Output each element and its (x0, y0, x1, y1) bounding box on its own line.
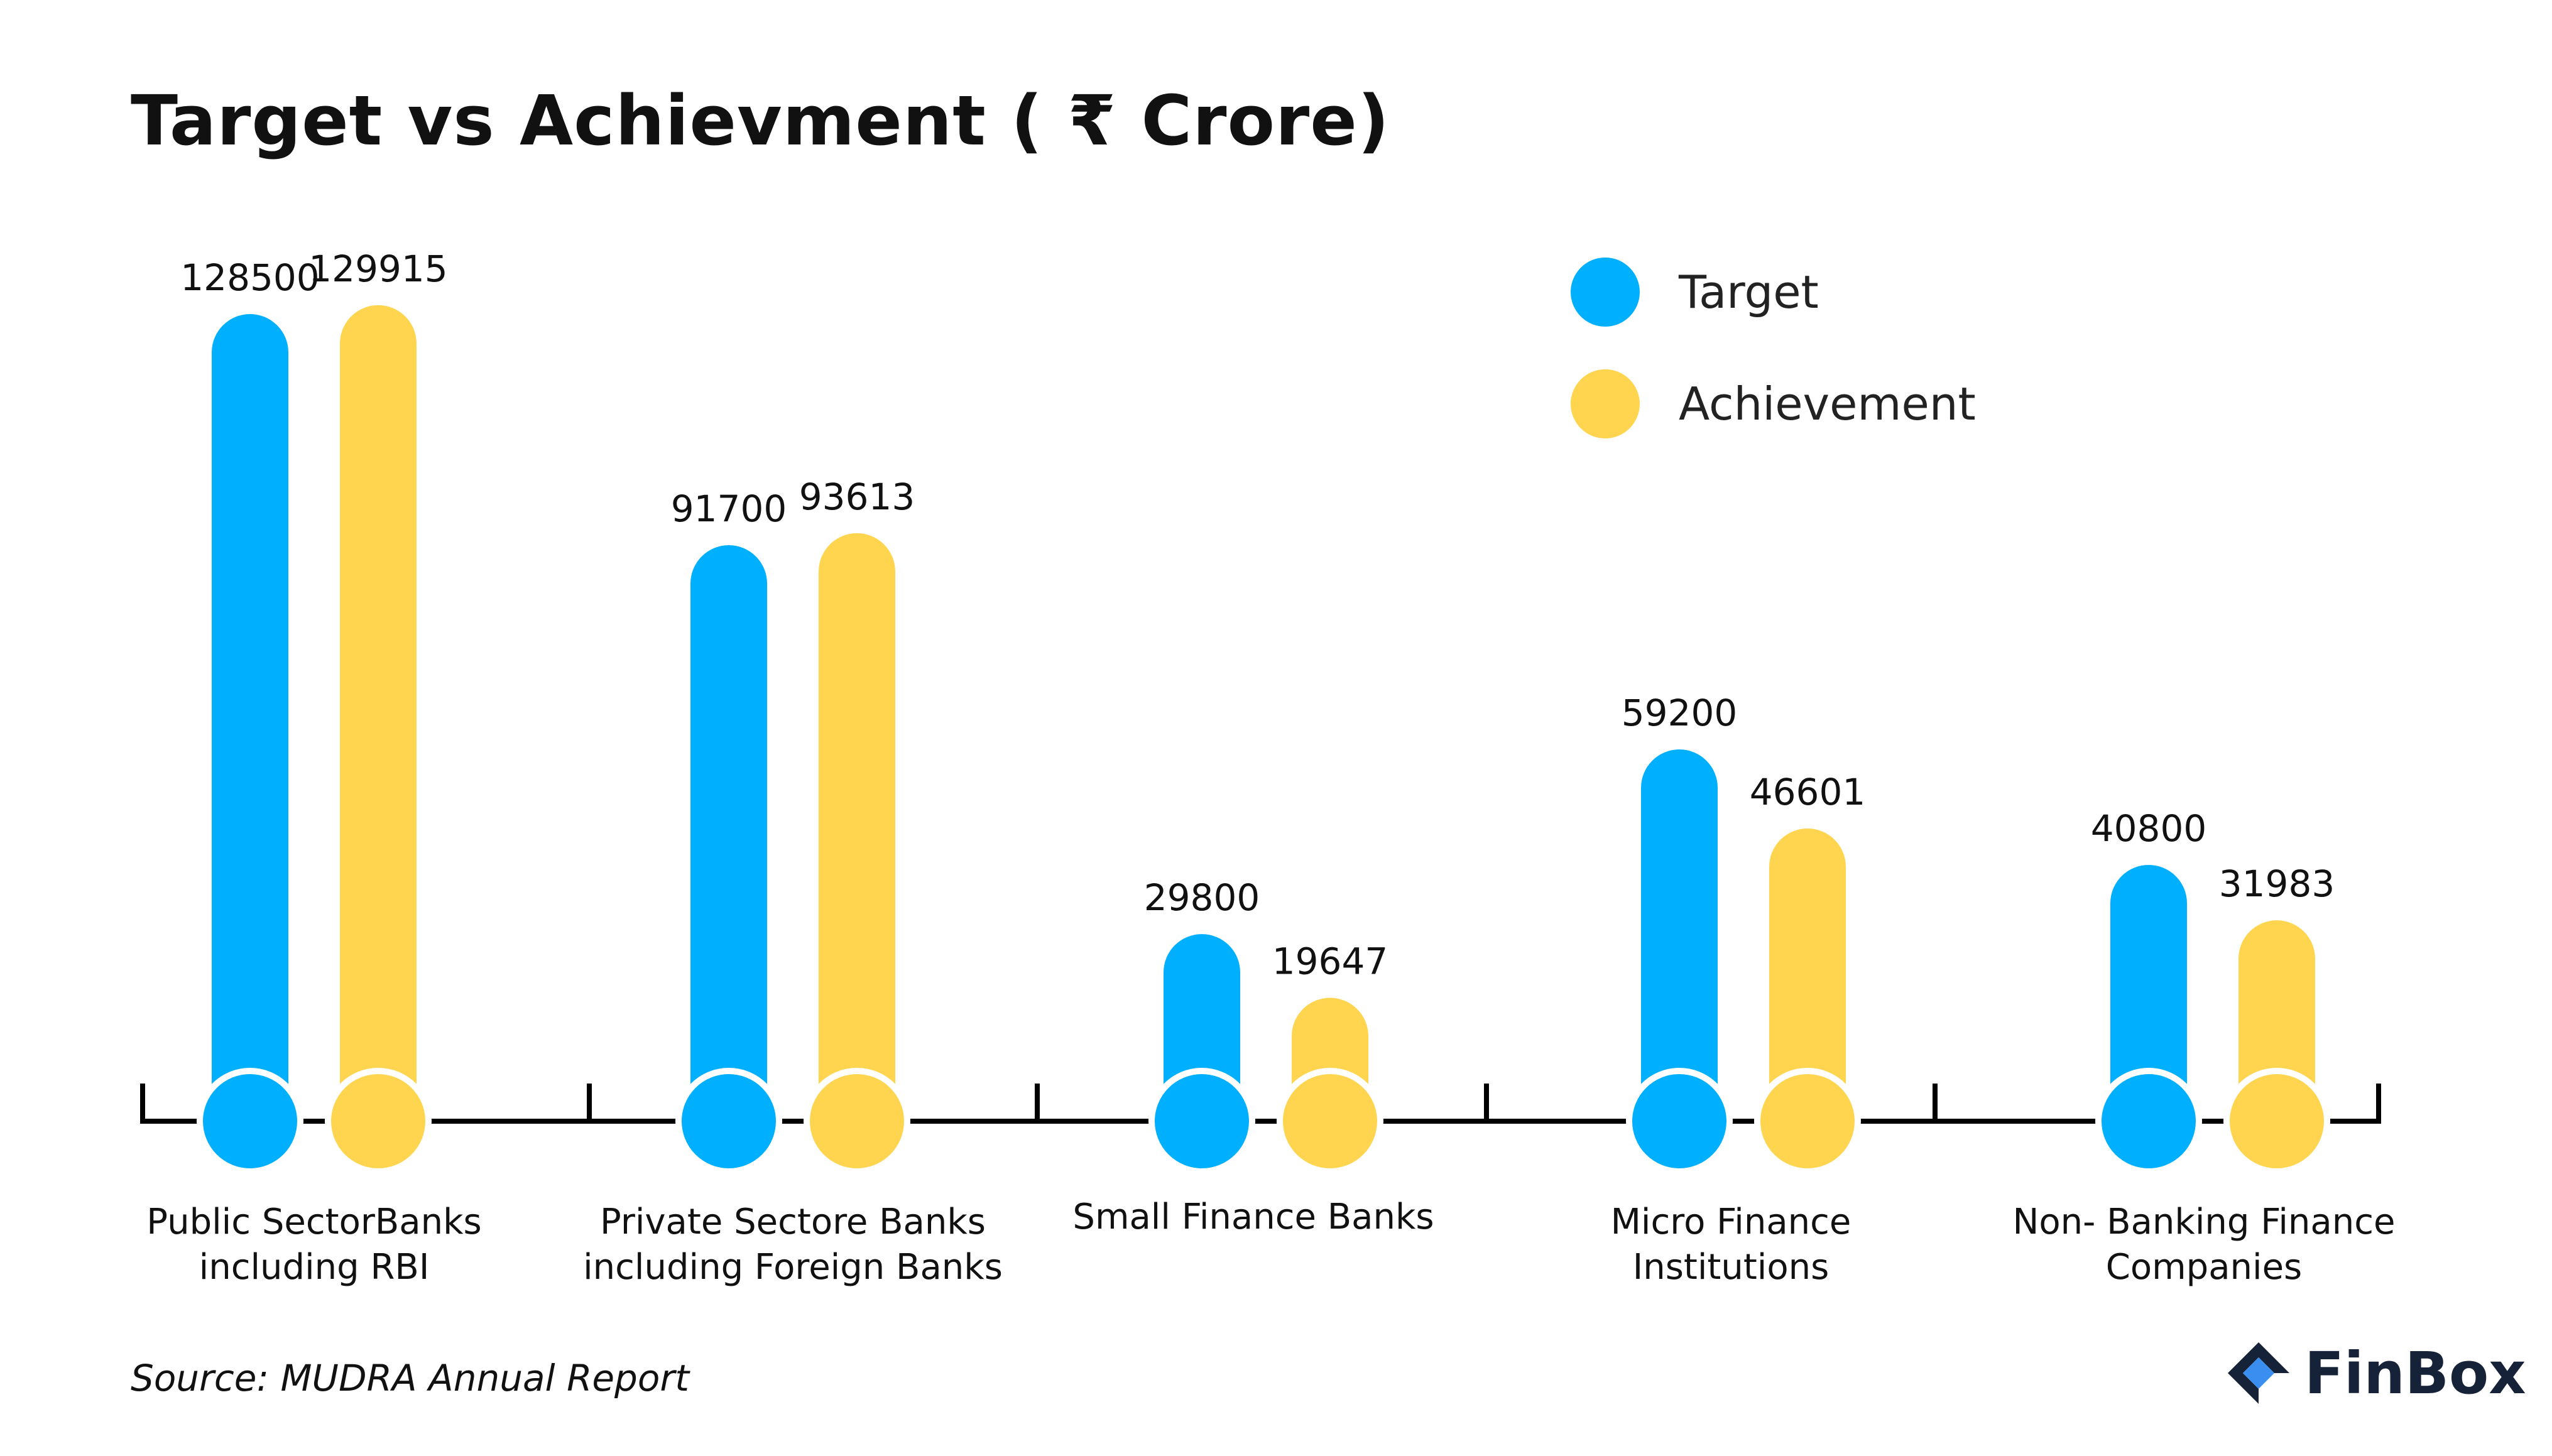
bar-achievement (340, 305, 417, 1121)
finbox-logo-icon (2228, 1342, 2289, 1404)
bar-base-achievement (804, 1068, 910, 1175)
bar-achievement (2238, 920, 2315, 1121)
legend-swatch-target (1571, 258, 1640, 327)
bar-achievement (1769, 828, 1846, 1121)
brand-name: FinBox (2304, 1339, 2526, 1407)
data-label-achievement: 46601 (1750, 771, 1866, 813)
category-label-line: including Foreign Banks (583, 1247, 1003, 1288)
data-label-target: 59200 (1622, 692, 1738, 734)
data-label-achievement: 31983 (2219, 862, 2335, 905)
bar-base-achievement (1754, 1068, 1861, 1175)
bar-base-target (1148, 1068, 1255, 1175)
category-label-line: Private Sectore Banks (600, 1202, 986, 1242)
bar-achievement (819, 533, 895, 1121)
bar-base-target (197, 1068, 303, 1175)
legend-label-achievement: Achievement (1679, 378, 1976, 430)
category-label: Small Finance Banks (1015, 1195, 1492, 1240)
data-label-target: 91700 (671, 487, 787, 530)
legend-swatch-achievement (1571, 369, 1640, 438)
legend-item-achievement: Achievement (1571, 369, 1976, 438)
category-label-line: Small Finance Banks (1072, 1197, 1434, 1237)
category-label: Private Sectore Banks including Foreign … (554, 1200, 1032, 1290)
category-label-line: Non- Banking Finance (2012, 1202, 2396, 1242)
bar-target (1641, 749, 1718, 1121)
data-label-target: 40800 (2091, 807, 2207, 850)
bar-base-target (675, 1068, 782, 1175)
bar-base-target (1626, 1068, 1733, 1175)
bar-base-achievement (325, 1068, 432, 1175)
data-label-achievement: 129915 (308, 247, 447, 290)
category-label-line: Companies (2105, 1247, 2303, 1288)
chart-title: Target vs Achievment ( ₹ Crore) (131, 80, 1390, 161)
bar-base-achievement (2223, 1068, 2330, 1175)
legend-item-target: Target (1571, 258, 1819, 327)
data-label-target: 128500 (180, 256, 319, 299)
brand-logo: FinBox (2224, 1335, 2526, 1411)
bar-target (690, 545, 767, 1121)
data-label-target: 29800 (1144, 876, 1260, 919)
category-label-line: Institutions (1632, 1247, 1829, 1288)
category-label-line: Micro Finance (1610, 1202, 1851, 1242)
bar-target (2110, 865, 2187, 1121)
category-label-line: Public SectorBanks (146, 1202, 482, 1242)
category-label: Public SectorBanks including RBI (75, 1200, 553, 1290)
bar-base-target (2095, 1068, 2202, 1175)
source-note: Source: MUDRA Annual Report (131, 1357, 689, 1399)
category-label: Non- Banking Finance Companies (1965, 1200, 2443, 1290)
category-label: Micro Finance Institutions (1492, 1200, 1970, 1290)
category-label-line: including RBI (199, 1247, 430, 1288)
bar-base-achievement (1277, 1068, 1383, 1175)
data-label-achievement: 19647 (1272, 940, 1388, 983)
data-label-achievement: 93613 (799, 475, 915, 518)
bar-target (212, 314, 288, 1121)
legend-label-target: Target (1679, 266, 1819, 318)
